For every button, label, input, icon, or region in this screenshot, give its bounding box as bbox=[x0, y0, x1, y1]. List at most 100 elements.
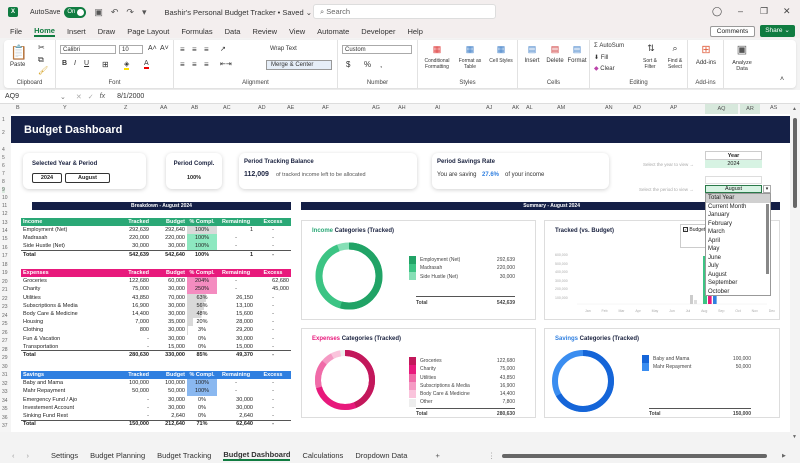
enter-icon[interactable]: ✓ bbox=[87, 93, 94, 101]
format-cells-icon[interactable]: ▤ bbox=[572, 44, 582, 54]
sort-filter-button[interactable]: Sort & Filter bbox=[643, 58, 657, 70]
dropdown-option[interactable]: March bbox=[708, 229, 725, 235]
next-sheet-icon[interactable]: › bbox=[26, 451, 30, 460]
cut-icon[interactable]: ✂ bbox=[38, 43, 45, 52]
sheet-tab-budget-tracking[interactable]: Budget Tracking bbox=[157, 451, 212, 460]
customize-toolbar-icon[interactable]: ▾ bbox=[141, 6, 147, 17]
row-header[interactable]: 7 bbox=[2, 171, 5, 177]
name-box-dropdown-icon[interactable]: ⌄ bbox=[60, 93, 66, 101]
tab-review[interactable]: Review bbox=[252, 26, 278, 36]
tab-home[interactable]: Home bbox=[34, 25, 55, 37]
dropdown-option[interactable]: July bbox=[708, 263, 719, 269]
tab-view[interactable]: View bbox=[289, 26, 306, 36]
col-header-selected[interactable]: AR bbox=[740, 104, 760, 114]
conditional-formatting-button[interactable]: Conditional Formatting bbox=[424, 58, 450, 70]
dropdown-option[interactable]: Current Month bbox=[708, 203, 747, 210]
year-select[interactable]: 2024 bbox=[705, 160, 762, 168]
col-header[interactable]: Z bbox=[124, 105, 128, 111]
tab-splitter-icon[interactable]: ⋮ bbox=[487, 451, 496, 460]
row-header[interactable]: 18 bbox=[2, 262, 8, 268]
sheet-tab-dropdown-data[interactable]: Dropdown Data bbox=[355, 451, 408, 460]
row-header[interactable]: 32 bbox=[2, 381, 8, 387]
sheet-tab-calculations[interactable]: Calculations bbox=[302, 451, 344, 460]
conditional-formatting-icon[interactable]: ▦ bbox=[432, 44, 442, 54]
align-center-icon[interactable]: ≡ bbox=[192, 60, 197, 69]
dropdown-option[interactable]: May bbox=[708, 246, 720, 252]
col-header[interactable]: AG bbox=[372, 105, 380, 111]
row-header[interactable]: 31 bbox=[2, 372, 8, 378]
close-icon[interactable]: ✕ bbox=[783, 6, 791, 16]
comments-button[interactable]: Comments bbox=[710, 26, 755, 37]
row-header[interactable]: 22 bbox=[2, 296, 8, 302]
table-row[interactable]: Charity 75,000 30,000 250% - 45,000 bbox=[21, 285, 291, 294]
row-header[interactable]: 10 bbox=[2, 195, 8, 201]
table-row[interactable]: Utilities 43,850 70,000 63% 26,150 - bbox=[21, 293, 291, 302]
savings-chart-panel[interactable]: Savings Categories (Tracked) Baby and Ma… bbox=[544, 328, 780, 418]
tab-help[interactable]: Help bbox=[407, 26, 423, 36]
col-header[interactable]: AK bbox=[512, 105, 520, 111]
table-row[interactable]: Groceries 122,680 60,000 204% - 62,680 bbox=[21, 277, 291, 286]
scroll-up-icon[interactable]: ▲ bbox=[792, 106, 797, 112]
tab-file[interactable]: File bbox=[10, 26, 23, 36]
row-header[interactable]: 30 bbox=[2, 364, 8, 370]
period-select[interactable]: August bbox=[705, 185, 762, 193]
borders-icon[interactable]: ⊞ bbox=[102, 60, 109, 69]
row-header[interactable]: 1 bbox=[2, 117, 5, 123]
undo-icon[interactable]: ↶ bbox=[110, 6, 119, 17]
bold-button[interactable]: B bbox=[62, 60, 68, 67]
percent-icon[interactable]: % bbox=[364, 60, 372, 69]
table-row[interactable]: Subscriptions & Media 16,900 30,000 56% 13,1… bbox=[21, 301, 291, 310]
autosum-button[interactable]: Σ AutoSum bbox=[594, 43, 625, 49]
save-icon[interactable]: ▣ bbox=[94, 6, 103, 17]
expenses-chart-panel[interactable]: Expenses Categories (Tracked) Groceries 1… bbox=[301, 328, 536, 418]
period-dropdown-arrow-icon[interactable]: ▾ bbox=[763, 185, 771, 193]
row-header[interactable]: 35 bbox=[2, 406, 8, 412]
tab-insert[interactable]: Insert bbox=[66, 26, 86, 36]
font-color-icon[interactable]: A bbox=[144, 60, 149, 69]
insert-function-icon[interactable]: fx bbox=[99, 93, 106, 100]
table-row[interactable]: Transportation - 15,000 0% 15,000 - bbox=[21, 343, 291, 351]
row-header[interactable]: 20 bbox=[2, 279, 8, 285]
format-painter-icon[interactable]: 🖌 bbox=[38, 66, 49, 75]
autosave-toggle[interactable]: On bbox=[64, 6, 87, 18]
sheet-tab-budget-planning[interactable]: Budget Planning bbox=[90, 451, 146, 460]
col-header[interactable]: AI bbox=[435, 105, 441, 111]
row-header[interactable]: 12 bbox=[2, 211, 8, 217]
align-middle-icon[interactable]: ≡ bbox=[192, 45, 197, 54]
dropdown-option[interactable]: April bbox=[708, 237, 721, 244]
col-header[interactable]: AM bbox=[557, 105, 566, 111]
row-header-selected[interactable]: 9 bbox=[2, 187, 5, 193]
table-row[interactable]: Employment (Net) 292,639 292,640 100% 1 - bbox=[21, 226, 291, 235]
col-header[interactable]: Y bbox=[63, 105, 67, 111]
col-header[interactable]: AB bbox=[191, 105, 199, 111]
vertical-scrollbar[interactable]: ▲ ▼ bbox=[790, 104, 800, 444]
row-header[interactable]: 19 bbox=[2, 270, 8, 276]
col-header[interactable]: AP bbox=[670, 105, 678, 111]
underline-button[interactable]: U bbox=[84, 60, 90, 67]
cell-styles-icon[interactable]: ▦ bbox=[496, 44, 506, 54]
col-header[interactable]: AH bbox=[398, 105, 406, 111]
addins-button[interactable]: Add-ins bbox=[695, 60, 717, 66]
dropdown-scrollbar[interactable] bbox=[766, 204, 769, 274]
align-right-icon[interactable]: ≡ bbox=[204, 60, 209, 69]
insert-button[interactable]: Insert bbox=[524, 58, 540, 64]
table-row[interactable]: Baby and Mama 100,000 100,000 100% - - bbox=[21, 379, 291, 388]
row-header[interactable]: 34 bbox=[2, 398, 8, 404]
indent-icon[interactable]: ⇤⇥ bbox=[220, 61, 232, 68]
row-header[interactable]: 5 bbox=[2, 155, 5, 161]
merge-center-button[interactable]: Merge & Center bbox=[266, 60, 332, 70]
col-header-selected[interactable]: AQ bbox=[705, 104, 738, 114]
vertical-scroll-thumb[interactable] bbox=[793, 118, 797, 208]
increase-font-icon[interactable]: A˄ bbox=[148, 45, 157, 52]
analyze-data-button[interactable]: Analyze Data bbox=[732, 60, 752, 72]
redo-icon[interactable]: ↷ bbox=[126, 6, 134, 17]
comma-icon[interactable]: , bbox=[380, 60, 383, 69]
prev-sheet-icon[interactable]: ‹ bbox=[12, 451, 15, 460]
row-header[interactable]: 27 bbox=[2, 338, 8, 344]
sort-filter-icon[interactable]: ⇅ bbox=[647, 43, 655, 53]
number-format-select[interactable]: Custom bbox=[342, 45, 412, 54]
row-header[interactable]: 8 bbox=[2, 179, 5, 185]
row-header[interactable]: 15 bbox=[2, 236, 8, 242]
col-header[interactable]: AJ bbox=[486, 105, 493, 111]
currency-icon[interactable]: $ bbox=[346, 60, 351, 69]
